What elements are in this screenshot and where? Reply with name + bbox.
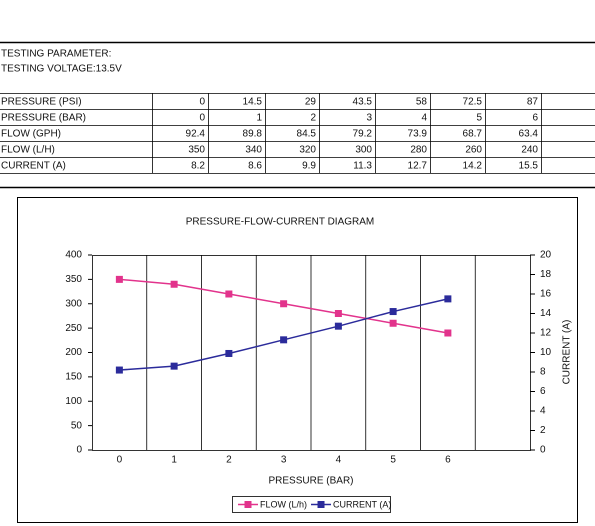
y-tick-label: 300	[65, 298, 82, 309]
cell: 340	[245, 145, 262, 156]
y2-tick-label: 10	[540, 347, 552, 358]
x-tick-label: 1	[171, 455, 177, 466]
cell: 0	[199, 113, 205, 124]
cell: 4	[421, 113, 427, 124]
row-label: CURRENT (A)	[1, 161, 66, 172]
cell: 350	[188, 145, 205, 156]
cell: 15.5	[519, 161, 539, 172]
point	[334, 310, 342, 317]
cell: 63.4	[519, 129, 539, 140]
point	[170, 362, 178, 370]
y-tick-label: 100	[65, 396, 82, 407]
cell: 79.2	[353, 129, 373, 140]
point	[334, 322, 342, 330]
point	[170, 280, 178, 288]
legend-marker	[244, 501, 252, 508]
x-axis-label: PRESSURE (BAR)	[268, 476, 353, 487]
x-tick-label: 4	[336, 455, 342, 466]
y2-tick-label: 16	[540, 289, 552, 300]
x-tick-label: 6	[445, 455, 451, 466]
y2-axis-label: CURRENT (A)	[562, 320, 573, 385]
cell: 11.3	[353, 161, 372, 172]
y2-tick-label: 14	[540, 308, 552, 319]
y-tick-label: 150	[65, 372, 82, 383]
row-label: FLOW (GPH)	[1, 129, 61, 140]
y-tick-label: 50	[71, 420, 83, 431]
cell: 73.9	[408, 129, 428, 140]
cell: 72.5	[463, 97, 483, 108]
legend-box	[232, 496, 391, 513]
point	[444, 329, 452, 337]
cell: 8.2	[191, 161, 205, 172]
y2-tick-label: 20	[540, 250, 552, 261]
cell: 43.5	[353, 97, 373, 108]
header-line: TESTING VOLTAGE:13.5V	[1, 64, 122, 75]
x-tick-label: 2	[226, 455, 232, 466]
header-line: TESTING PARAMETER:	[1, 49, 111, 60]
cell: 1	[256, 113, 262, 124]
legend-label: CURRENT (A)	[333, 499, 391, 509]
y-tick-label: 200	[65, 347, 82, 358]
point	[280, 300, 288, 308]
cell: 240	[521, 145, 538, 156]
cell: 300	[355, 145, 372, 156]
cell: 14.2	[463, 161, 483, 172]
point	[115, 366, 123, 374]
y2-tick-label: 12	[540, 328, 552, 339]
x-tick-label: 3	[281, 455, 287, 466]
point	[280, 336, 288, 344]
cell: 320	[299, 145, 316, 156]
cell: 68.7	[463, 129, 483, 140]
y2-tick-label: 8	[540, 367, 546, 378]
y-tick-label: 250	[65, 323, 82, 334]
x-tick-label: 0	[117, 455, 123, 466]
legend-label: FLOW (L/h)	[260, 499, 307, 509]
row-label: PRESSURE (PSI)	[1, 97, 82, 108]
plot-area	[92, 255, 531, 451]
point	[389, 319, 397, 327]
point	[225, 349, 233, 357]
legend-marker	[317, 501, 325, 508]
y2-tick-label: 2	[540, 425, 546, 436]
cell: 89.8	[243, 129, 263, 140]
y-tick-label: 0	[76, 445, 82, 456]
cell: 0	[199, 97, 205, 108]
y2-tick-label: 0	[540, 445, 546, 456]
x-tick-label: 5	[390, 455, 396, 466]
point	[115, 275, 123, 283]
cell: 5	[476, 113, 482, 124]
chart-frame	[17, 197, 578, 523]
cell: 9.9	[302, 161, 316, 172]
cell: 3	[366, 113, 372, 124]
y-tick-label: 350	[65, 274, 82, 285]
series-line	[119, 298, 449, 371]
cell: 87	[527, 97, 539, 108]
row-label: PRESSURE (BAR)	[1, 113, 86, 124]
chart-title: PRESSURE-FLOW-CURRENT DIAGRAM	[186, 217, 375, 228]
cell: 84.5	[297, 129, 317, 140]
cell: 58	[416, 97, 428, 108]
cell: 6	[532, 113, 538, 124]
y2-tick-label: 18	[540, 269, 552, 280]
row-label: FLOW (L/H)	[1, 145, 55, 156]
cell: 8.6	[248, 161, 262, 172]
y2-tick-label: 6	[540, 386, 546, 397]
y-tick-label: 400	[65, 250, 82, 261]
cell: 29	[305, 97, 317, 108]
cell: 12.7	[408, 161, 428, 172]
cell: 260	[465, 145, 482, 156]
point	[444, 295, 452, 303]
cell: 92.4	[186, 129, 206, 140]
cell: 280	[410, 145, 427, 156]
y2-tick-label: 4	[540, 406, 546, 417]
cell: 14.5	[243, 97, 263, 108]
point	[389, 308, 397, 316]
cell: 2	[310, 113, 316, 124]
point	[225, 290, 233, 298]
